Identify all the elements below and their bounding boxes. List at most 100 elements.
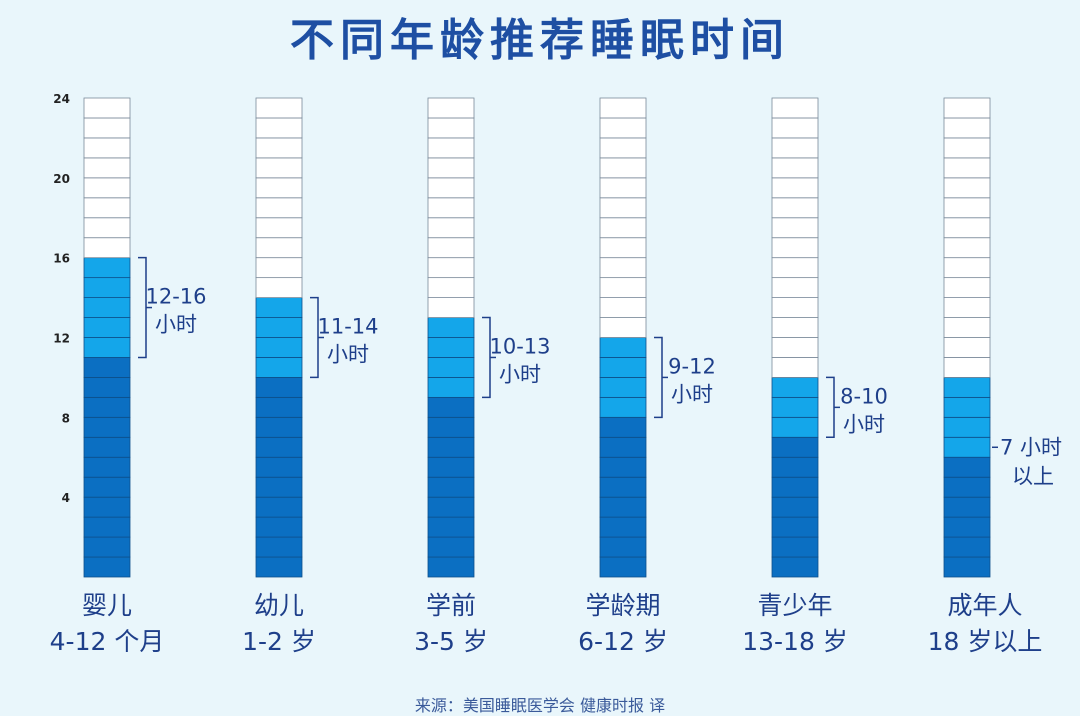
range-bracket	[826, 376, 835, 439]
bar-cell	[771, 157, 819, 179]
bar-cell	[83, 177, 131, 199]
bar-cell	[83, 556, 131, 578]
bar-cell	[771, 377, 819, 398]
bar-cell	[255, 556, 303, 578]
bar-cell	[943, 217, 991, 239]
bar-cell	[83, 496, 131, 518]
bar-cell	[255, 257, 303, 279]
bar-cell	[255, 337, 303, 358]
bar-cell	[255, 277, 303, 298]
bar-cell	[943, 496, 991, 518]
bar-cell	[83, 197, 131, 219]
bar-cell	[943, 157, 991, 179]
bar-cell	[599, 556, 647, 578]
bar-cell	[771, 237, 819, 259]
bar-cell	[255, 357, 303, 378]
bar-cell	[255, 516, 303, 538]
bar-cell	[83, 476, 131, 498]
bar-cell	[771, 317, 819, 338]
bar-cell	[83, 257, 131, 279]
bar-cell	[599, 416, 647, 438]
bar-cell	[83, 436, 131, 458]
bar-cell	[83, 456, 131, 478]
bar-cell	[427, 237, 475, 259]
bar-cell	[255, 197, 303, 219]
bar-cell	[943, 377, 991, 398]
bar-cell	[427, 496, 475, 518]
bar-cell	[943, 197, 991, 219]
category-label: 青少年	[757, 591, 832, 620]
bar-cell	[771, 357, 819, 378]
range-label: 7 小时	[1000, 435, 1062, 459]
bar-cell	[599, 137, 647, 159]
y-tick-label: 4	[62, 491, 70, 505]
range-unit-label: 小时	[327, 343, 369, 367]
range-unit-label: 小时	[671, 382, 713, 406]
bar-cell	[427, 377, 475, 398]
bar-cell	[83, 217, 131, 239]
bar-cell	[771, 516, 819, 538]
bar-cell	[771, 496, 819, 518]
bar-cell	[771, 197, 819, 219]
bar-cell	[943, 516, 991, 538]
bar-cell	[83, 117, 131, 139]
bar-cell	[599, 516, 647, 538]
bar-cell	[771, 177, 819, 199]
bar-cell	[771, 556, 819, 578]
bar-cell	[427, 197, 475, 219]
bar-cell	[771, 97, 819, 119]
bar-cell	[427, 337, 475, 358]
category-label: 婴儿	[82, 591, 132, 620]
category-age-label: 1-2 岁	[242, 627, 316, 656]
bar-cell	[943, 117, 991, 139]
bar-cell	[83, 396, 131, 418]
bar-cell	[943, 456, 991, 478]
bar-cell	[83, 157, 131, 179]
y-tick-label: 8	[62, 411, 70, 425]
bar-cell	[255, 496, 303, 518]
bar-cell	[83, 317, 131, 338]
bar-cell	[599, 157, 647, 179]
bar-cell	[427, 357, 475, 378]
bar-cell	[771, 257, 819, 279]
bar-cell	[427, 177, 475, 199]
bar-cell	[427, 257, 475, 279]
bar-cell	[427, 516, 475, 538]
y-tick-label: 24	[53, 92, 70, 106]
bar-cell	[599, 476, 647, 498]
bar-cell	[599, 97, 647, 119]
bar-cell	[599, 277, 647, 298]
range-label: 11-14	[317, 315, 378, 339]
bar-cell	[599, 357, 647, 378]
bar-cell	[427, 436, 475, 458]
bar-cell	[255, 297, 303, 318]
bar-cell	[255, 377, 303, 398]
bar-cell	[83, 337, 131, 358]
bar-cell	[771, 456, 819, 478]
bar-cell	[83, 297, 131, 318]
bar-cell	[943, 237, 991, 259]
bar-cell	[255, 476, 303, 498]
range-label: 10-13	[489, 334, 550, 358]
bar-cell	[943, 416, 991, 438]
category-age-label: 3-5 岁	[414, 627, 488, 656]
range-label: 8-10	[840, 384, 888, 408]
bar-cell	[599, 237, 647, 259]
category-label: 学前	[426, 591, 476, 620]
bar-cell	[943, 257, 991, 279]
bar-cell	[83, 97, 131, 119]
bar-cell	[255, 237, 303, 259]
bar-cell	[83, 377, 131, 398]
bar-cell	[771, 117, 819, 139]
bar-cell	[83, 137, 131, 159]
bar-cell	[427, 416, 475, 438]
bar-cell	[943, 337, 991, 358]
bar-cell	[599, 317, 647, 338]
y-tick-label: 12	[53, 332, 70, 346]
bar-cell	[83, 237, 131, 259]
bar-cell	[599, 396, 647, 418]
bar-cell	[771, 476, 819, 498]
bar-cell	[943, 137, 991, 159]
bar-cell	[599, 536, 647, 558]
bar-cell	[83, 357, 131, 378]
